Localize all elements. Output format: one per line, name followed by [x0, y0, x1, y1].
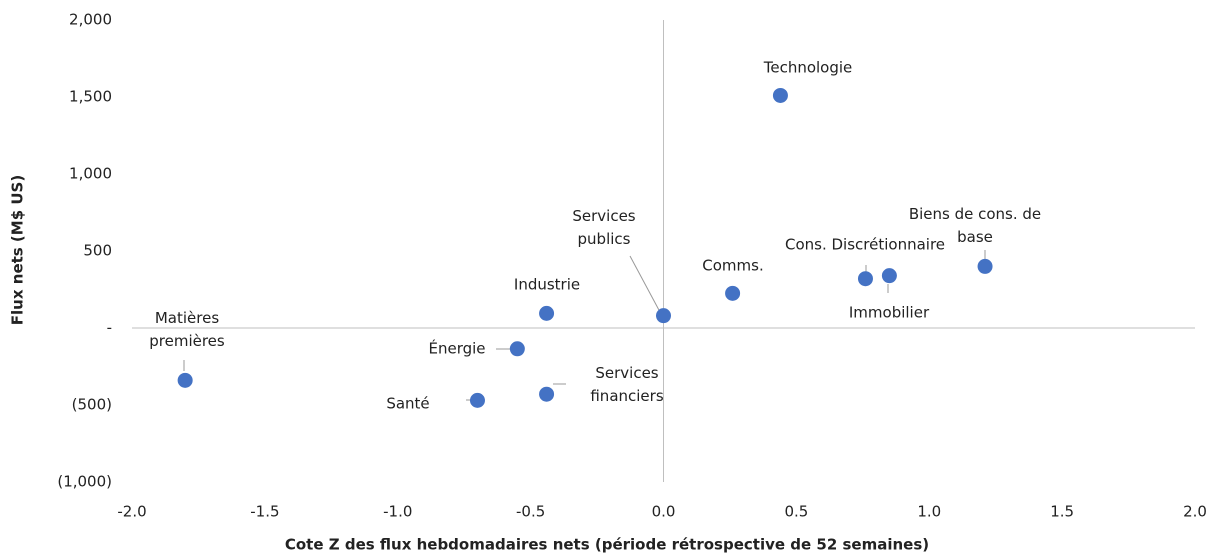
point: [725, 285, 741, 301]
point: [509, 341, 525, 357]
y-axis-title: Flux nets (M$ US): [9, 175, 27, 325]
leader: [629, 255, 661, 313]
point: [177, 372, 193, 388]
point-label: Industrie: [513, 275, 581, 294]
point-label: Cons. Discrétionnaire: [784, 235, 946, 254]
point: [977, 258, 993, 274]
point-label: Matières premières: [149, 309, 225, 350]
point: [772, 87, 788, 103]
point-label: Biens de cons. de base: [908, 205, 1042, 246]
point: [539, 386, 555, 402]
x-tick-label: 0.5: [784, 503, 808, 521]
point: [469, 392, 485, 408]
x-tick-label: 0.0: [652, 503, 676, 521]
point-label: Technologie: [763, 58, 853, 77]
point-label: Services publics: [572, 207, 636, 248]
y-tick-label: -: [107, 319, 112, 337]
point: [881, 268, 897, 284]
point-label: Services financiers: [590, 364, 664, 405]
y-tick-label: 2,000: [69, 11, 112, 29]
point-label: Énergie: [428, 339, 486, 358]
point: [857, 271, 873, 287]
x-axis-title: Cote Z des flux hebdomadaires nets (péri…: [285, 536, 929, 554]
point: [539, 305, 555, 321]
x-tick-label: -1.5: [250, 503, 279, 521]
point-label: Immobilier: [848, 303, 930, 322]
x-tick-label: -2.0: [117, 503, 146, 521]
point: [656, 308, 671, 324]
point-label: Comms.: [702, 256, 764, 275]
x-tick-label: 1.0: [917, 503, 941, 521]
leaders: [183, 250, 986, 401]
y-tick-label: 1,500: [69, 88, 112, 106]
x-tick-label: 1.5: [1050, 503, 1074, 521]
y-tick-label: 500: [83, 242, 112, 260]
x-tick-label: -1.0: [383, 503, 412, 521]
y-tick-label: (1,000): [57, 473, 112, 491]
y-tick-label: (500): [72, 396, 112, 414]
x-tick-label: -0.5: [516, 503, 545, 521]
x-tick-label: 2.0: [1183, 503, 1207, 521]
y-tick-label: 1,000: [69, 165, 112, 183]
point-label: Santé: [386, 394, 430, 413]
